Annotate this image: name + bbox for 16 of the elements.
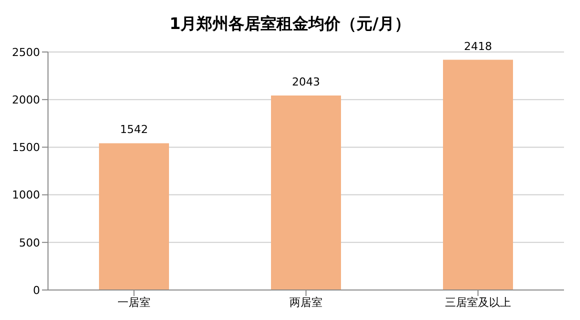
bar bbox=[271, 96, 341, 290]
y-tick-label: 1500 bbox=[12, 141, 40, 154]
y-tick-label: 0 bbox=[33, 284, 40, 297]
x-tick-label: 一居室 bbox=[118, 296, 150, 309]
data-label: 1542 bbox=[120, 123, 148, 136]
chart-title: 1月郑州各居室租金均价（元/月） bbox=[168, 14, 412, 35]
bar bbox=[443, 60, 513, 290]
y-tick-label: 1000 bbox=[12, 188, 40, 202]
data-label: 2418 bbox=[464, 40, 492, 53]
data-label: 2043 bbox=[292, 76, 320, 89]
x-tick-label: 三居室及以上 bbox=[445, 296, 511, 309]
y-tick-label: 500 bbox=[19, 236, 40, 250]
bar bbox=[99, 143, 169, 290]
y-tick-label: 2000 bbox=[12, 94, 40, 107]
x-tick-label: 两居室 bbox=[290, 296, 322, 309]
y-tick-label: 2500 bbox=[12, 46, 40, 59]
